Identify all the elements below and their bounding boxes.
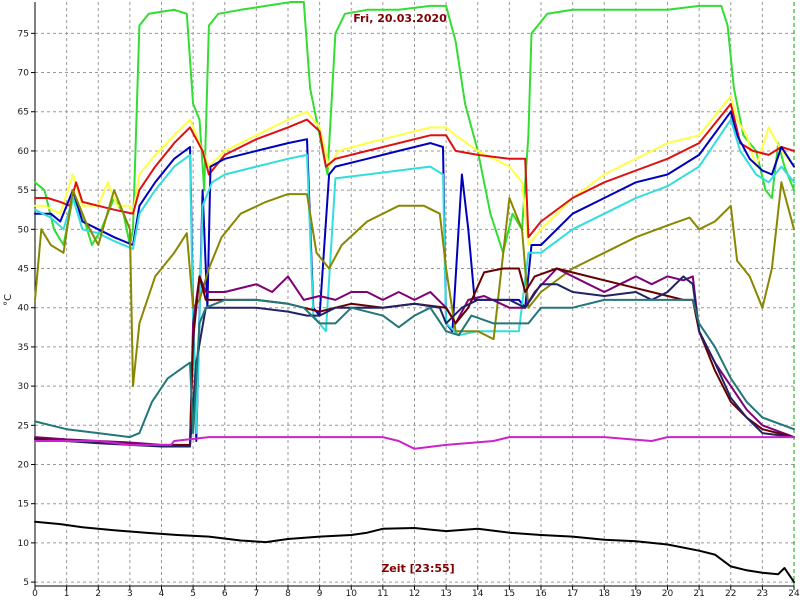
x-tick-label: 1: [64, 589, 70, 599]
y-tick-label: 35: [18, 343, 29, 353]
y-axis-label: °C: [3, 294, 14, 306]
chart-title: Fri, 20.03.2020: [353, 12, 447, 25]
x-tick-label: 21: [693, 589, 704, 599]
y-tick-label: 10: [18, 539, 30, 549]
x-tick-label: 19: [630, 589, 642, 599]
y-tick-label: 75: [18, 29, 29, 39]
x-axis-label: Zeit [23:55]: [381, 562, 454, 575]
x-tick-label: 12: [409, 589, 420, 599]
x-tick-label: 20: [662, 589, 674, 599]
x-tick-label: 22: [725, 589, 736, 599]
x-tick-label: 4: [159, 589, 165, 599]
x-tick-label: 8: [285, 589, 291, 599]
y-tick-label: 70: [18, 69, 30, 79]
series-line-2: [34, 95, 795, 246]
series-line-11: [34, 436, 795, 450]
y-tick-label: 50: [18, 225, 30, 235]
x-tick-label: 3: [127, 589, 133, 599]
x-tick-label: 18: [599, 589, 611, 599]
series-line-5: [34, 118, 795, 435]
x-tick-label: 7: [254, 589, 260, 599]
x-tick-label: 11: [377, 589, 388, 599]
x-tick-label: 5: [190, 589, 196, 599]
x-tick-label: 16: [535, 589, 547, 599]
x-tick-label: 10: [346, 589, 358, 599]
y-tick-label: 25: [18, 421, 29, 431]
y-tick-label: 15: [18, 500, 29, 510]
series-line-6: [34, 181, 795, 388]
y-tick-label: 20: [18, 460, 30, 470]
y-tick-label: 5: [23, 578, 29, 588]
x-tick-label: 15: [504, 589, 515, 599]
grid-layer: [35, 2, 794, 586]
x-tick-label: 14: [472, 589, 484, 599]
series-line-1: [34, 1, 795, 254]
x-tick-label: 0: [32, 589, 38, 599]
series-line-4: [34, 110, 795, 442]
y-tick-label: 40: [18, 304, 30, 314]
series-line-3: [34, 102, 795, 239]
x-tick-label: 2: [95, 589, 101, 599]
y-tick-label: 45: [18, 265, 29, 275]
series-line-12: [34, 520, 795, 584]
y-tick-label: 30: [18, 382, 30, 392]
y-tick-label: 65: [18, 108, 29, 118]
x-tick-label: 17: [567, 589, 578, 599]
series-line-10: [34, 298, 795, 439]
x-tick-label: 13: [440, 589, 451, 599]
y-tick-label: 55: [18, 186, 29, 196]
x-tick-label: 23: [757, 589, 768, 599]
x-tick-label: 24: [788, 589, 800, 599]
y-tick-label: 60: [18, 147, 30, 157]
x-tick-label: 6: [222, 589, 228, 599]
series-layer: [34, 1, 795, 584]
series-line-9: [34, 275, 795, 448]
x-tick-label: 9: [317, 589, 323, 599]
